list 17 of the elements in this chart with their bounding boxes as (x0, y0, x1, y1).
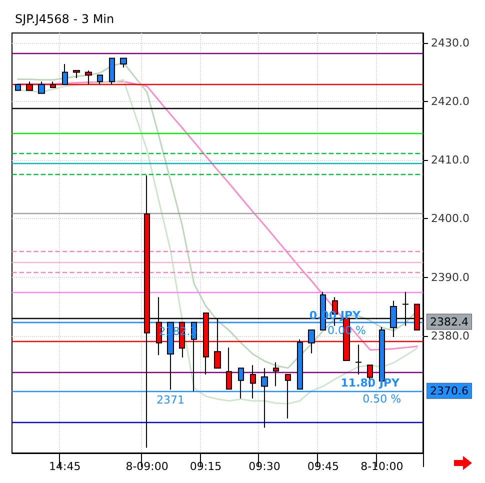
x-tick-label: 8-10:00 (360, 460, 404, 473)
ref-line-label: 2382.4 (430, 315, 468, 328)
chart-title: SJP.J4568 - 3 Min (15, 12, 114, 26)
annotation: 0.50 % (362, 392, 402, 406)
y-tick-label: 2430.0 (431, 36, 470, 50)
y-tick-label: 2410.0 (431, 154, 470, 167)
y-tick-label: 2420.0 (431, 95, 470, 108)
x-tick-label: 09:45 (307, 460, 340, 473)
x-tick-label: 8-09:00 (126, 460, 168, 473)
y-tick-label: 2400.0 (431, 212, 470, 226)
x-tick-label: 14:45 (48, 460, 81, 473)
y-tick-label: 2380.0 (431, 329, 470, 342)
x-tick-label: 09:15 (190, 460, 222, 473)
annotation: 2371 (156, 393, 185, 406)
y-tick-label: 2390.0 (431, 270, 470, 284)
x-tick-label: 09:30 (248, 460, 280, 473)
ref-line-label: 2370.6 (430, 384, 468, 398)
